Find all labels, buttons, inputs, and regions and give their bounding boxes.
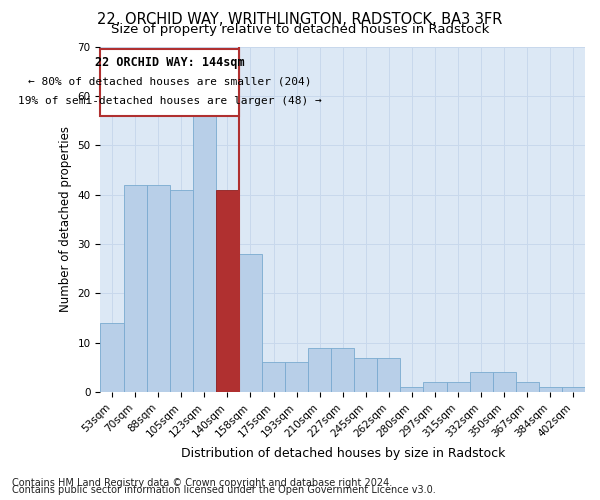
Bar xyxy=(100,323,124,392)
Bar xyxy=(562,387,585,392)
Bar xyxy=(539,387,562,392)
Bar xyxy=(170,190,193,392)
Bar xyxy=(446,382,470,392)
Y-axis label: Number of detached properties: Number of detached properties xyxy=(59,126,72,312)
Text: 19% of semi-detached houses are larger (48) →: 19% of semi-detached houses are larger (… xyxy=(18,96,322,106)
Bar xyxy=(216,190,239,392)
Bar xyxy=(470,372,493,392)
Bar xyxy=(124,184,146,392)
Bar xyxy=(424,382,446,392)
Bar xyxy=(354,358,377,392)
Text: Contains public sector information licensed under the Open Government Licence v3: Contains public sector information licen… xyxy=(12,485,436,495)
Bar xyxy=(146,184,170,392)
Bar xyxy=(285,362,308,392)
Text: 22 ORCHID WAY: 144sqm: 22 ORCHID WAY: 144sqm xyxy=(95,56,244,70)
Text: Contains HM Land Registry data © Crown copyright and database right 2024.: Contains HM Land Registry data © Crown c… xyxy=(12,478,392,488)
Bar xyxy=(262,362,285,392)
Bar xyxy=(239,254,262,392)
Text: 22, ORCHID WAY, WRITHLINGTON, RADSTOCK, BA3 3FR: 22, ORCHID WAY, WRITHLINGTON, RADSTOCK, … xyxy=(97,12,503,28)
Text: Size of property relative to detached houses in Radstock: Size of property relative to detached ho… xyxy=(111,22,489,36)
X-axis label: Distribution of detached houses by size in Radstock: Distribution of detached houses by size … xyxy=(181,447,505,460)
Bar xyxy=(308,348,331,392)
Bar xyxy=(400,387,424,392)
Bar xyxy=(493,372,516,392)
Bar xyxy=(193,106,216,392)
Bar xyxy=(377,358,400,392)
Bar xyxy=(331,348,354,392)
Text: ← 80% of detached houses are smaller (204): ← 80% of detached houses are smaller (20… xyxy=(28,76,311,86)
Bar xyxy=(100,49,239,116)
Bar xyxy=(516,382,539,392)
